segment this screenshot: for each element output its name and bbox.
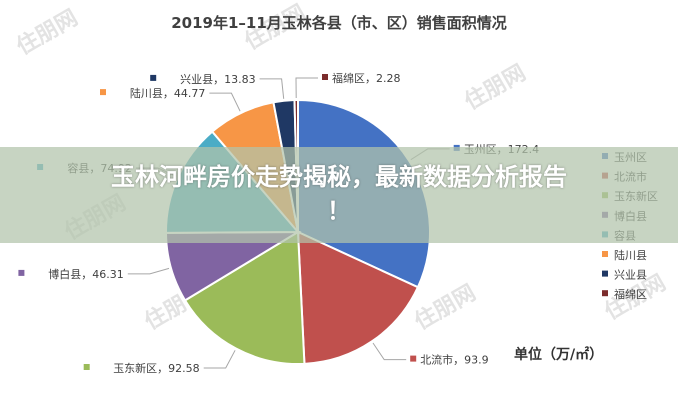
legend-swatch-6: [602, 270, 608, 277]
leader-line-1: [372, 342, 407, 361]
leader-line-2: [203, 350, 236, 369]
label-marker-3: [18, 269, 25, 276]
watermark-3: 住朋网: [460, 60, 530, 116]
leader-line-6: [259, 78, 285, 99]
label-marker-6: [150, 74, 157, 81]
legend-item-5: 陆川县: [614, 248, 647, 262]
headline[interactable]: 玉林河畔房价走势揭秘，最新数据分析报告 ！: [40, 160, 638, 228]
headline-banner: [0, 147, 678, 243]
legend-swatch-5: [602, 251, 608, 257]
data-label-6: 兴业县，13.83: [180, 73, 256, 86]
legend-item-6: 兴业县: [614, 269, 647, 282]
data-label-1: 北流市，93.9: [420, 353, 489, 367]
watermark-6: 住朋网: [410, 280, 480, 336]
unit-label: 单位（万/㎡）: [514, 347, 604, 363]
headline-line-1: 玉林河畔房价走势揭秘，最新数据分析报告: [111, 163, 567, 191]
headline-line-2: ！: [327, 197, 351, 225]
leader-line-5: [209, 92, 241, 112]
legend-item-7: 福绵区: [614, 287, 647, 301]
leader-line-3: [127, 267, 170, 275]
label-marker-2: [83, 364, 90, 370]
data-label-5: 陆川县，44.77: [130, 86, 206, 100]
chart-title: 2019年1–11月玉林各县（市、区）销售面积情况: [171, 14, 507, 32]
label-marker-7: [322, 74, 328, 80]
data-label-7: 福绵区，2.28: [332, 71, 401, 85]
data-label-2: 玉东新区，92.58: [113, 361, 200, 375]
leader-line-7: [295, 77, 318, 99]
pie-slice-2: [183, 230, 306, 365]
pie-slice-1: [296, 230, 420, 365]
data-label-3: 博白县，46.31: [48, 267, 124, 281]
label-marker-5: [100, 89, 106, 96]
legend-swatch-7: [602, 290, 608, 297]
label-marker-1: [410, 355, 417, 362]
watermark-0: 住朋网: [12, 5, 82, 61]
